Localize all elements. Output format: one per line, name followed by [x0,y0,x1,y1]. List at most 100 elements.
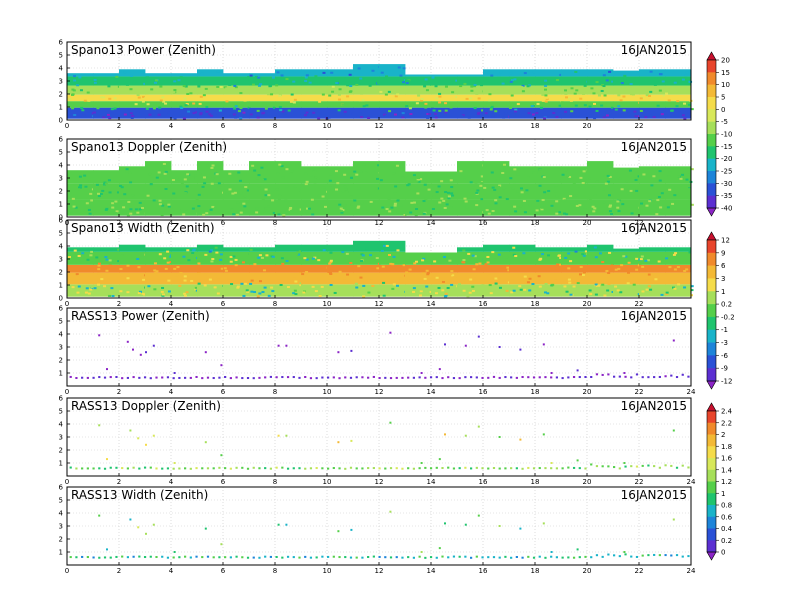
heat-speckle [88,212,92,215]
heat-speckle [635,189,639,192]
heat-speckle [673,194,677,197]
heat-cell [93,101,120,108]
heat-cell [119,94,146,102]
heat-speckle [587,96,591,99]
rass-point [98,514,101,517]
rass-baseline-point [389,556,393,559]
heat-speckle [268,85,272,88]
heat-cell [431,252,458,265]
heat-speckle [631,93,635,96]
heat-speckle [486,81,490,84]
heat-speckle [129,112,133,115]
heat-speckle [595,81,599,84]
heat-cell [561,107,588,119]
rass-point [204,351,207,354]
heat-speckle [76,291,80,294]
heat-speckle [677,175,681,178]
heat-speckle [396,249,400,252]
heat-speckle [97,283,101,286]
rass-point [137,526,140,529]
heat-speckle [355,211,359,214]
heat-speckle [634,115,638,118]
heat-speckle [68,98,72,101]
heat-speckle [362,284,366,287]
heat-cell [535,251,562,265]
heat-speckle [138,290,142,293]
panel-title: RASS13 Doppler (Zenith) [71,399,221,413]
y-tick-label: 4 [59,331,64,339]
heat-speckle [609,204,613,207]
heat-speckle [432,109,436,112]
heat-speckle [569,98,573,101]
heat-speckle [251,164,255,167]
rass-baseline-point [527,466,530,469]
rass-point [98,424,101,427]
rass-point [498,525,501,527]
x-tick-label: 18 [531,122,540,130]
heat-speckle [603,175,607,178]
heat-speckle [184,208,188,211]
heat-cell [379,76,406,86]
rass-baseline-point [515,556,518,559]
heat-speckle [570,187,574,190]
heat-speckle [76,84,80,87]
heat-cell [431,94,458,102]
heat-speckle [569,293,573,296]
heat-cell [67,264,94,273]
heat-speckle [336,182,340,185]
heat-speckle [215,173,219,176]
heat-speckle [502,187,506,190]
heat-cell [379,101,406,108]
heat-speckle [346,273,350,276]
heat-cell [145,247,172,252]
heat-cell [327,76,354,86]
x-tick-label: 22 [635,567,644,575]
heat-speckle [123,71,127,74]
heat-speckle [360,92,364,95]
heat-speckle [652,175,656,178]
colorbar-segment [707,342,716,356]
rass-baseline-point [212,556,215,559]
heat-speckle [211,164,215,167]
heat-speckle [128,171,132,174]
heat-speckle [449,187,453,190]
rass-baseline-point [521,556,524,559]
rass-baseline-point [121,555,124,558]
heat-speckle [573,194,577,197]
rass-baseline-point [407,467,410,470]
colorbar-segment [707,195,716,209]
heat-speckle [437,286,441,289]
heat-speckle [414,214,418,217]
x-tick-label: 0 [65,388,69,396]
rass-point [623,372,626,374]
heat-speckle [322,267,326,270]
rass-baseline-point [184,376,187,379]
heat-speckle [354,282,358,285]
heat-speckle [331,85,335,88]
rass-baseline-point [538,555,541,558]
heat-speckle [290,170,294,173]
heat-speckle [574,104,578,107]
heat-speckle [219,258,223,261]
heat-speckle [466,295,470,298]
heat-speckle [211,205,215,208]
heat-speckle [570,87,574,90]
heat-speckle [447,280,451,283]
heat-speckle [528,289,532,292]
heat-speckle [349,85,353,88]
heat-speckle [558,104,562,107]
rass-baseline-point [435,556,438,559]
heat-cell [171,284,198,297]
heat-speckle [117,260,121,263]
rass-baseline-point [166,467,170,470]
rass-baseline-point [492,467,496,470]
y-tick-label: 6 [59,484,64,492]
heat-speckle [521,285,525,288]
heat-speckle [545,97,549,100]
heat-speckle [415,102,419,105]
heat-speckle [435,276,439,279]
heat-cell [301,85,328,95]
y-tick-label: 5 [59,149,63,157]
rass-baseline-point [567,376,570,379]
heat-cell [353,107,380,119]
